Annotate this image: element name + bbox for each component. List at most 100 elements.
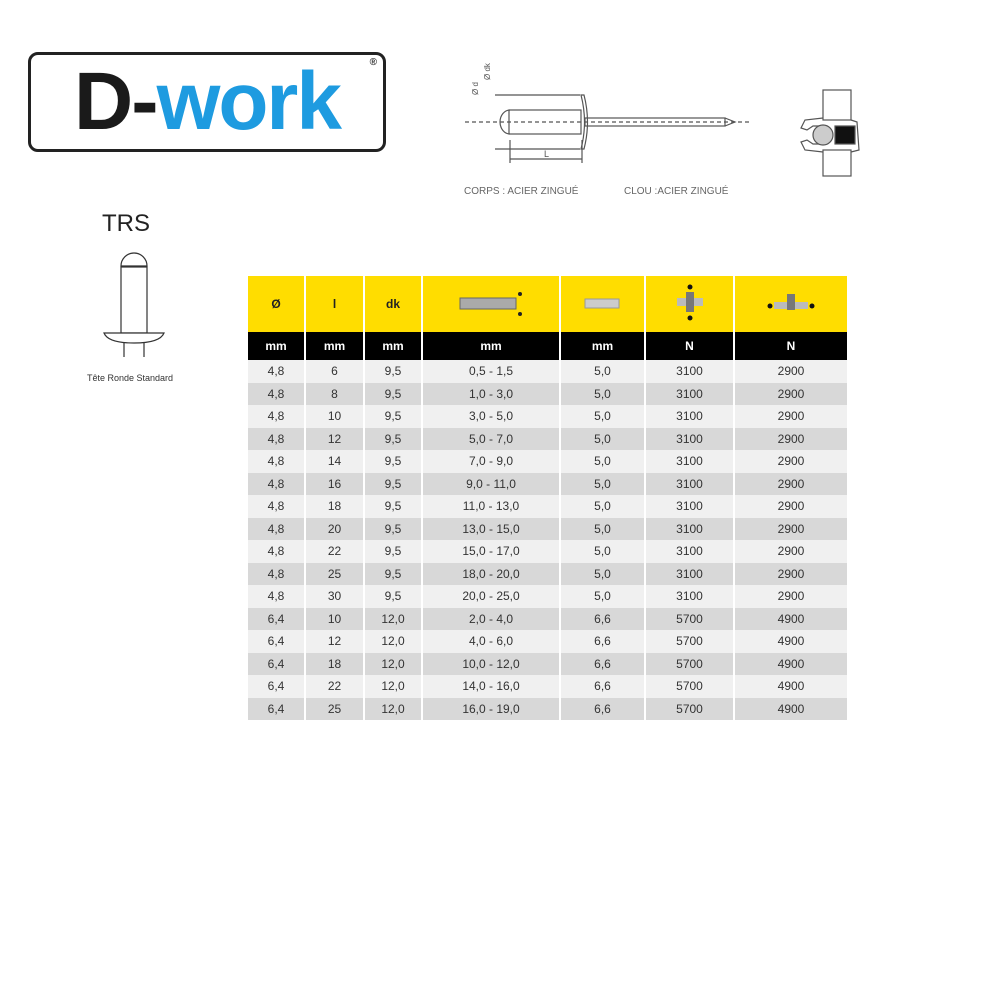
table-cell: 6,4 <box>248 607 306 630</box>
table-cell: 4900 <box>734 607 849 630</box>
table-cell: 16,0 - 19,0 <box>422 697 561 720</box>
table-cell: 4,8 <box>248 405 306 428</box>
table-cell: 18,0 - 20,0 <box>422 562 561 585</box>
table-row: 6,4 22 12,0 14,0 - 16,0 6,6 5700 4900 <box>248 675 849 698</box>
table-cell: 3100 <box>645 382 735 405</box>
unit-cell: mm <box>422 332 561 360</box>
table-cell: 9,5 <box>364 450 423 473</box>
table-cell: 4,8 <box>248 540 306 563</box>
table-cell: 5,0 <box>560 562 646 585</box>
table-cell: 5,0 <box>560 472 646 495</box>
logo-text-dark: D- <box>74 56 159 147</box>
table-cell: 10,0 - 12,0 <box>422 652 561 675</box>
table-cell: 4,8 <box>248 360 306 383</box>
table-cell: 9,5 <box>364 405 423 428</box>
table-cell: 3100 <box>645 427 735 450</box>
table-cell: 25 <box>305 697 365 720</box>
table-cell: 5,0 - 7,0 <box>422 427 561 450</box>
table-cell: 3100 <box>645 495 735 518</box>
table-row: 6,4 25 12,0 16,0 - 19,0 6,6 5700 4900 <box>248 697 849 720</box>
table-cell: 3100 <box>645 540 735 563</box>
table-cell: 20,0 - 25,0 <box>422 585 561 608</box>
table-cell: 12,0 <box>364 675 423 698</box>
table-cell: 6,4 <box>248 697 306 720</box>
table-cell: 9,5 <box>364 472 423 495</box>
d-work-logo: D-work ® <box>28 52 386 152</box>
table-cell: 12,0 <box>364 697 423 720</box>
table-cell: 4900 <box>734 652 849 675</box>
table-cell: 2900 <box>734 382 849 405</box>
table-cell: 9,5 <box>364 562 423 585</box>
table-cell: 5,0 <box>560 450 646 473</box>
table-row: 4,8 12 9,5 5,0 - 7,0 5,0 3100 2900 <box>248 427 849 450</box>
table-cell: 2900 <box>734 427 849 450</box>
table-cell: 6 <box>305 360 365 383</box>
table-cell: 12 <box>305 427 365 450</box>
table-cell: 3100 <box>645 472 735 495</box>
table-cell: 4900 <box>734 630 849 653</box>
table-cell: 2900 <box>734 360 849 383</box>
table-cell: 6,6 <box>560 697 646 720</box>
table-cell: 6,4 <box>248 652 306 675</box>
grip-range-icon <box>422 276 561 332</box>
unit-cell: mm <box>364 332 423 360</box>
table-cell: 3100 <box>645 450 735 473</box>
table-cell: 16 <box>305 472 365 495</box>
table-row: 4,8 18 9,5 11,0 - 13,0 5,0 3100 2900 <box>248 495 849 518</box>
label-dk: Ø dk <box>483 62 492 80</box>
table-cell: 20 <box>305 517 365 540</box>
unit-cell: mm <box>248 332 306 360</box>
table-cell: 5,0 <box>560 427 646 450</box>
table-cell: 9,5 <box>364 585 423 608</box>
specification-table: Ø l dk mm mm mm mm mm N N 4,8 6 9,5 0,5 - 1… <box>248 276 849 720</box>
table-cell: 2900 <box>734 450 849 473</box>
trs-rivet-icon <box>103 252 165 357</box>
table-cell: 6,6 <box>560 675 646 698</box>
table-cell: 12 <box>305 630 365 653</box>
table-cell: 9,5 <box>364 382 423 405</box>
body-material: CORPS : ACIER ZINGUÉ <box>464 186 579 197</box>
table-cell: 4,0 - 6,0 <box>422 630 561 653</box>
table-cell: 5,0 <box>560 382 646 405</box>
logo-text-blue: work <box>156 56 342 147</box>
unit-cell: N <box>734 332 849 360</box>
table-cell: 1,0 - 3,0 <box>422 382 561 405</box>
table-cell: 3100 <box>645 405 735 428</box>
registered-mark: ® <box>369 57 377 68</box>
table-cell: 5700 <box>645 630 735 653</box>
table-row: 4,8 20 9,5 13,0 - 15,0 5,0 3100 2900 <box>248 517 849 540</box>
product-caption: Tête Ronde Standard <box>87 373 174 383</box>
table-cell: 5,0 <box>560 540 646 563</box>
table-cell: 12,0 <box>364 607 423 630</box>
table-cell: 7,0 - 9,0 <box>422 450 561 473</box>
table-row: 4,8 6 9,5 0,5 - 1,5 5,0 3100 2900 <box>248 360 849 383</box>
table-cell: 5,0 <box>560 360 646 383</box>
table-cell: 3100 <box>645 517 735 540</box>
label-d: Ø d <box>471 82 480 95</box>
table-row: 6,4 18 12,0 10,0 - 12,0 6,6 5700 4900 <box>248 652 849 675</box>
header-diameter: Ø <box>248 276 306 332</box>
rivet-installed-section-drawing <box>800 89 860 177</box>
table-cell: 2900 <box>734 495 849 518</box>
table-row: 6,4 10 12,0 2,0 - 4,0 6,6 5700 4900 <box>248 607 849 630</box>
table-cell: 4,8 <box>248 382 306 405</box>
table-cell: 4,8 <box>248 427 306 450</box>
table-cell: 12,0 <box>364 652 423 675</box>
table-cell: 12,0 <box>364 630 423 653</box>
table-cell: 6,6 <box>560 630 646 653</box>
table-cell: 9,5 <box>364 360 423 383</box>
table-cell: 4900 <box>734 675 849 698</box>
table-cell: 0,5 - 1,5 <box>422 360 561 383</box>
shear-strength-icon <box>645 276 735 332</box>
table-cell: 14,0 - 16,0 <box>422 675 561 698</box>
drill-icon <box>560 276 646 332</box>
table-header-row: Ø l dk <box>248 276 849 332</box>
table-cell: 9,0 - 11,0 <box>422 472 561 495</box>
table-cell: 9,5 <box>364 517 423 540</box>
label-L: L <box>544 149 549 159</box>
table-cell: 2900 <box>734 472 849 495</box>
table-cell: 3100 <box>645 585 735 608</box>
unit-cell: mm <box>560 332 646 360</box>
table-cell: 6,4 <box>248 630 306 653</box>
table-cell: 5,0 <box>560 517 646 540</box>
